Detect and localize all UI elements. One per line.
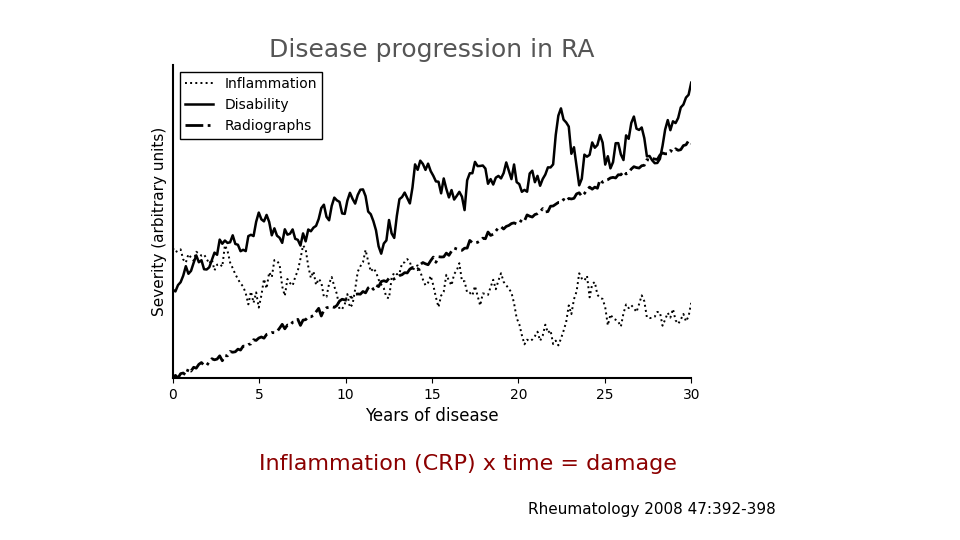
Disability (201, 266, 212, 273)
Line: Inflammation: Inflammation (173, 245, 691, 346)
Inflammation (199, 251, 210, 258)
Inflammation (664, 314, 676, 321)
Disability (266, 232, 277, 239)
Inflammation (219, 242, 230, 248)
Text: Rheumatology 2008 47:392-398: Rheumatology 2008 47:392-398 (528, 502, 776, 517)
Inflammation (266, 274, 277, 280)
Radiographs (683, 138, 694, 144)
Legend: Inflammation, Disability, Radiographs: Inflammation, Disability, Radiographs (180, 72, 323, 139)
Y-axis label: Severity (arbitrary units): Severity (arbitrary units) (153, 127, 167, 316)
Radiographs (660, 151, 671, 157)
Inflammation (308, 268, 320, 275)
Disability (167, 286, 179, 293)
Radiographs (263, 330, 275, 337)
X-axis label: Years of disease: Years of disease (365, 407, 499, 426)
Disability (662, 117, 674, 123)
Disability (190, 252, 202, 259)
Line: Disability: Disability (173, 83, 691, 292)
Inflammation (188, 258, 200, 264)
Line: Radiographs: Radiographs (173, 141, 691, 378)
Inflammation (685, 300, 697, 306)
Disability (685, 79, 697, 86)
Inflammation (646, 315, 658, 321)
Text: Inflammation (CRP) x time = damage: Inflammation (CRP) x time = damage (259, 454, 677, 474)
Disability (644, 153, 656, 159)
Radiographs (641, 157, 653, 163)
Radiographs (305, 314, 317, 320)
Radiographs (167, 375, 179, 381)
Disability (308, 225, 320, 231)
Radiographs (199, 362, 210, 369)
Radiographs (188, 364, 200, 370)
Disability (170, 288, 181, 295)
Radiographs (685, 140, 697, 147)
Inflammation (553, 342, 564, 349)
Inflammation (167, 245, 179, 251)
Text: Disease progression in RA: Disease progression in RA (269, 38, 595, 62)
